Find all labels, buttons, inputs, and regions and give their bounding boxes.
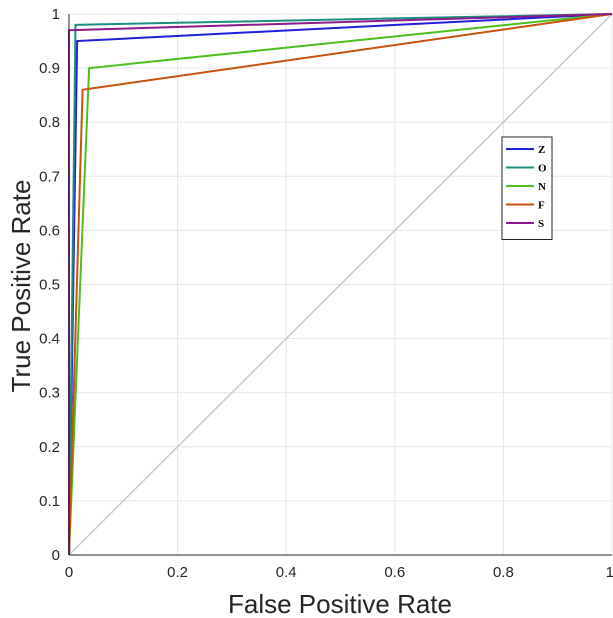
x-tick-label: 0.8 [493, 564, 514, 581]
y-tick-label: 0 [52, 547, 60, 564]
legend-label: O [538, 163, 547, 175]
diagonal-line [68, 13, 613, 556]
x-axis-label: False Positive Rate [228, 589, 452, 618]
x-tick-label: 0.6 [384, 564, 405, 581]
y-tick-label: 0.6 [39, 222, 60, 239]
x-tick-label: 1 [606, 564, 613, 581]
y-tick-label: 0.5 [39, 277, 60, 294]
legend-label: N [538, 181, 546, 193]
legend-label: Z [538, 144, 545, 156]
series-lines [68, 13, 613, 556]
x-tick-labels: 0 0.2 0.4 0.6 0.8 1 [65, 564, 613, 581]
y-tick-label: 1 [52, 6, 60, 23]
y-tick-label: 0.1 [39, 493, 60, 510]
x-tick-label: 0.2 [167, 564, 188, 581]
y-tick-label: 0.4 [39, 331, 60, 348]
x-tick-label: 0 [65, 564, 73, 581]
series-line-f [68, 13, 613, 556]
x-tick-label: 0.4 [276, 564, 297, 581]
plot-frame [68, 14, 612, 556]
y-tick-label: 0.7 [39, 168, 60, 185]
legend-label: F [538, 200, 545, 212]
y-tick-label: 0.9 [39, 60, 60, 77]
series-line-n [68, 13, 613, 556]
diagonal-reference [68, 13, 613, 556]
y-axis-label: True Positive Rate [6, 180, 36, 393]
series-line-o [68, 13, 613, 556]
y-tick-label: 0.3 [39, 385, 60, 402]
y-tick-labels: 0 0.1 0.2 0.3 0.4 0.5 0.6 0.7 0.8 0.9 1 [39, 6, 60, 564]
y-tick-label: 0.8 [39, 114, 60, 131]
y-tick-label: 0.2 [39, 439, 60, 456]
legend-label: S [538, 218, 544, 230]
